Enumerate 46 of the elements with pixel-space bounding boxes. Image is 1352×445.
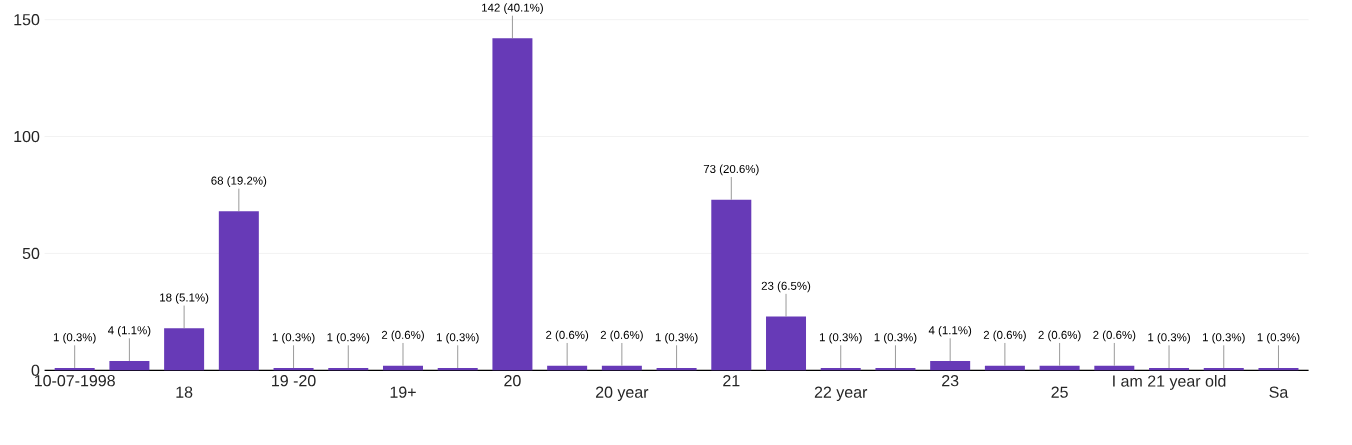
- bar: [164, 328, 205, 371]
- data-label: 1 (0.3%): [1148, 332, 1190, 344]
- data-label: 1 (0.3%): [874, 332, 917, 344]
- x-tick-label: I am 21 year old: [1113, 375, 1226, 390]
- y-tick-label: 150: [14, 14, 40, 26]
- data-label: 73 (20.6%): [703, 164, 759, 176]
- data-label: 4 (1.1%): [928, 325, 972, 337]
- bar: [109, 360, 150, 371]
- x-tick-label: 20 year: [595, 386, 649, 402]
- y-tick-label: 50: [22, 247, 40, 260]
- bar: [766, 316, 807, 371]
- x-tick-label: Sa: [1269, 386, 1289, 398]
- x-tick-label: 19 -20: [272, 375, 316, 387]
- y-tick-label: 100: [14, 130, 40, 143]
- data-label: 142 (40.1%): [482, 3, 543, 14]
- data-label: 2 (0.6%): [600, 330, 643, 342]
- y-tick-label: 0: [31, 364, 40, 376]
- x-tick-label: 23: [942, 375, 959, 387]
- data-label: 1 (0.3%): [272, 332, 315, 344]
- x-tick-label: 25: [1051, 386, 1068, 398]
- x-tick-label: 22 year: [814, 386, 868, 402]
- data-label: 2 (0.6%): [983, 330, 1026, 342]
- x-tick-label: 10-07-1998: [34, 375, 115, 387]
- x-tick-label: 20: [504, 375, 521, 387]
- bar: [711, 199, 752, 371]
- data-label: 68 (19.2%): [211, 176, 267, 187]
- bar: [492, 38, 533, 371]
- x-tick-label: 21: [723, 375, 740, 387]
- data-label: 1 (0.3%): [655, 332, 698, 344]
- x-tick-label: 18: [176, 386, 193, 398]
- data-label: 4 (1.1%): [108, 325, 151, 337]
- data-label: 23 (6.5%): [761, 281, 811, 293]
- bar: [930, 360, 971, 371]
- data-label: 2 (0.6%): [381, 330, 424, 342]
- data-label: 1 (0.3%): [819, 332, 862, 344]
- data-label: 1 (0.3%): [1257, 332, 1300, 344]
- bar: [218, 211, 259, 371]
- data-label: 2 (0.6%): [1093, 330, 1136, 342]
- data-label: 18 (5.1%): [160, 293, 209, 304]
- data-label: 1 (0.3%): [1202, 332, 1245, 344]
- x-tick-label: 19+: [390, 386, 416, 398]
- data-label: 1 (0.3%): [53, 332, 96, 344]
- data-label: 2 (0.6%): [546, 330, 589, 342]
- data-label: 2 (0.6%): [1038, 330, 1081, 342]
- data-label: 1 (0.3%): [436, 332, 479, 344]
- data-label: 1 (0.3%): [327, 332, 370, 344]
